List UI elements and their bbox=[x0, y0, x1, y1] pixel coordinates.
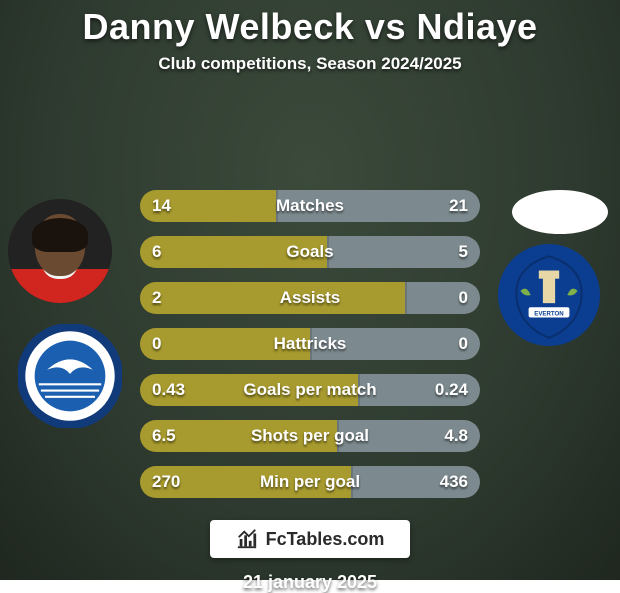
bar-fill-left bbox=[140, 236, 327, 268]
bar-fill-left bbox=[140, 328, 310, 360]
stat-row-matches: 1421Matches bbox=[140, 190, 480, 222]
bar-fill-left bbox=[140, 466, 351, 498]
player2-crest: EVERTON bbox=[498, 244, 600, 346]
player2-avatar bbox=[512, 190, 608, 234]
stat-row-shots-per-goal: 6.54.8Shots per goal bbox=[140, 420, 480, 452]
watermark-badge: FcTables.com bbox=[210, 520, 410, 558]
stat-row-min-per-goal: 270436Min per goal bbox=[140, 466, 480, 498]
stat-row-hattricks: 00Hattricks bbox=[140, 328, 480, 360]
everton-crest-icon: EVERTON bbox=[498, 244, 600, 346]
player1-hair bbox=[32, 218, 88, 252]
stat-row-goals: 65Goals bbox=[140, 236, 480, 268]
bar-fill-left bbox=[140, 420, 337, 452]
page-subtitle: Club competitions, Season 2024/2025 bbox=[158, 54, 461, 74]
bar-fill-right bbox=[310, 328, 480, 360]
svg-text:EVERTON: EVERTON bbox=[534, 310, 563, 317]
stat-row-goals-per-match: 0.430.24Goals per match bbox=[140, 374, 480, 406]
bar-fill-right bbox=[405, 282, 480, 314]
bar-fill-right bbox=[327, 236, 480, 268]
chart-icon bbox=[236, 528, 258, 550]
date-label: 21 january 2025 bbox=[0, 572, 620, 593]
bar-fill-left bbox=[140, 190, 276, 222]
player1-crest bbox=[18, 324, 122, 428]
player1-avatar bbox=[8, 199, 112, 303]
bar-fill-right bbox=[276, 190, 480, 222]
brighton-crest-icon bbox=[18, 324, 122, 428]
bar-fill-right bbox=[351, 466, 480, 498]
bar-fill-right bbox=[358, 374, 480, 406]
content-root: Danny Welbeck vs Ndiaye Club competition… bbox=[0, 0, 620, 580]
bar-fill-right bbox=[337, 420, 480, 452]
comparison-stage: EVERTON 1421Matches 65Goals 20Assists 00Hat… bbox=[0, 74, 620, 580]
bar-fill-left bbox=[140, 282, 405, 314]
watermark-text: FcTables.com bbox=[266, 529, 385, 550]
bar-fill-left bbox=[140, 374, 358, 406]
page-title: Danny Welbeck vs Ndiaye bbox=[82, 6, 537, 48]
stat-row-assists: 20Assists bbox=[140, 282, 480, 314]
stat-bars: 1421Matches 65Goals 20Assists 00Hattricks 0.… bbox=[140, 190, 480, 498]
